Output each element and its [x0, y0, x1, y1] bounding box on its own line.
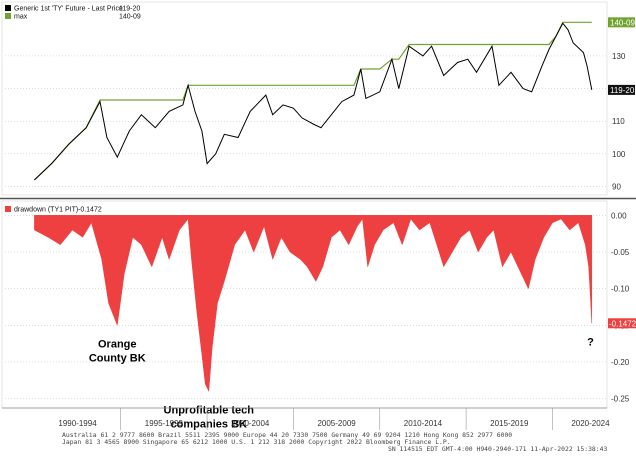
drawdown-legend-value: -0.1472: [78, 207, 102, 214]
price-badge-background: [608, 84, 635, 95]
drawdown-area: [34, 215, 593, 393]
drawdown-annotation-line: ?: [587, 336, 594, 348]
max-legend-swatch: [5, 13, 11, 19]
x-tick-label: 1990-1994: [58, 419, 97, 428]
x-tick-label: 2005-2009: [317, 419, 356, 428]
price-y-axis: 90100110120130: [612, 52, 626, 192]
price-legend-swatch: [5, 5, 11, 11]
drawdown-annotation: ?: [587, 336, 594, 348]
drawdown-y-tick-label: -0.05: [611, 248, 630, 257]
price-y-tick-label: 110: [612, 117, 625, 126]
drawdown-panel: 0.00-0.05-0.10-0.15-0.20-0.25 drawdown (…: [1, 200, 636, 430]
price-y-tick-label: 90: [612, 182, 621, 191]
price-y-tick-label: 100: [612, 150, 626, 159]
drawdown-annotation-line: Unprofitable tech: [164, 404, 255, 416]
drawdown-y-tick-label: -0.20: [611, 358, 630, 367]
x-tick-label: 2020-2024: [571, 419, 610, 428]
x-tick-label: 2010-2014: [404, 419, 443, 428]
drawdown-legend-swatch: [5, 206, 11, 212]
drawdown-legend: drawdown (TY1 PIT) -0.1472: [5, 206, 102, 214]
price-legend-value: 119-20: [119, 6, 140, 13]
drawdown-annotation-line: Orange: [98, 338, 137, 350]
price-legend-label: Generic 1st 'TY' Future - Last Price: [14, 6, 123, 13]
max-badge-label: 140-09: [610, 18, 635, 27]
price-value-badge: 119-20: [608, 84, 635, 95]
footer-line-1: Australia 61 2 9777 8600 Brazil 5511 239…: [62, 431, 512, 439]
price-badge-label: 119-20: [610, 86, 635, 95]
drawdown-badge-background: [608, 318, 636, 329]
price-gridlines: [5, 55, 606, 187]
drawdown-legend-label: drawdown (TY1 PIT): [14, 207, 78, 214]
max-legend-label: max: [14, 14, 28, 21]
drawdown-y-tick-label: -0.10: [611, 285, 630, 294]
price-series-line: [34, 22, 593, 181]
price-panel: 90100110120130 Generic 1st 'TY' Future -…: [1, 1, 635, 196]
drawdown-badge-label: -0.1472: [609, 319, 636, 328]
drawdown-y-axis: 0.00-0.05-0.10-0.15-0.20-0.25: [611, 211, 630, 403]
footer-line-3: SN 114515 EDT GMT-4:00 H940-2940-171 11-…: [388, 445, 607, 453]
max-badge-background: [608, 17, 635, 28]
x-axis: 1990-1994 1995-1999 2000-2004 2005-2009 2010…: [2, 407, 610, 430]
x-tick-label: 1995-1999: [145, 419, 184, 428]
footer-line-2: Japan 81 3 4565 8900 Singapore 65 6212 1…: [62, 438, 451, 446]
drawdown-y-tick-label: 0.00: [611, 211, 627, 220]
price-legend: Generic 1st 'TY' Future - Last Price 119…: [5, 5, 141, 21]
drawdown-annotation-line: companies BK: [171, 418, 247, 430]
drawdown-annotation: Orange County BK: [89, 338, 146, 364]
drawdown-annotation: Unprofitable tech companies BK: [164, 404, 255, 430]
price-panel-frame: [1, 1, 608, 196]
max-value-badge: 140-09: [608, 17, 635, 28]
drawdown-y-tick-label: -0.25: [611, 395, 630, 404]
x-tick-label: 2000-2004: [231, 419, 270, 428]
footer: Australia 61 2 9777 8600 Brazil 5511 239…: [62, 431, 607, 453]
drawdown-value-badge: -0.1472: [608, 318, 636, 329]
max-legend-value: 140-09: [119, 14, 141, 21]
drawdown-annotation-line: County BK: [89, 352, 146, 364]
drawdown-annotations: Orange County BK Unprofitable tech companie…: [89, 336, 594, 430]
max-series-line: [33, 21, 592, 181]
x-tick-label: 2015-2019: [490, 419, 529, 428]
price-y-tick-label: 130: [612, 52, 626, 61]
